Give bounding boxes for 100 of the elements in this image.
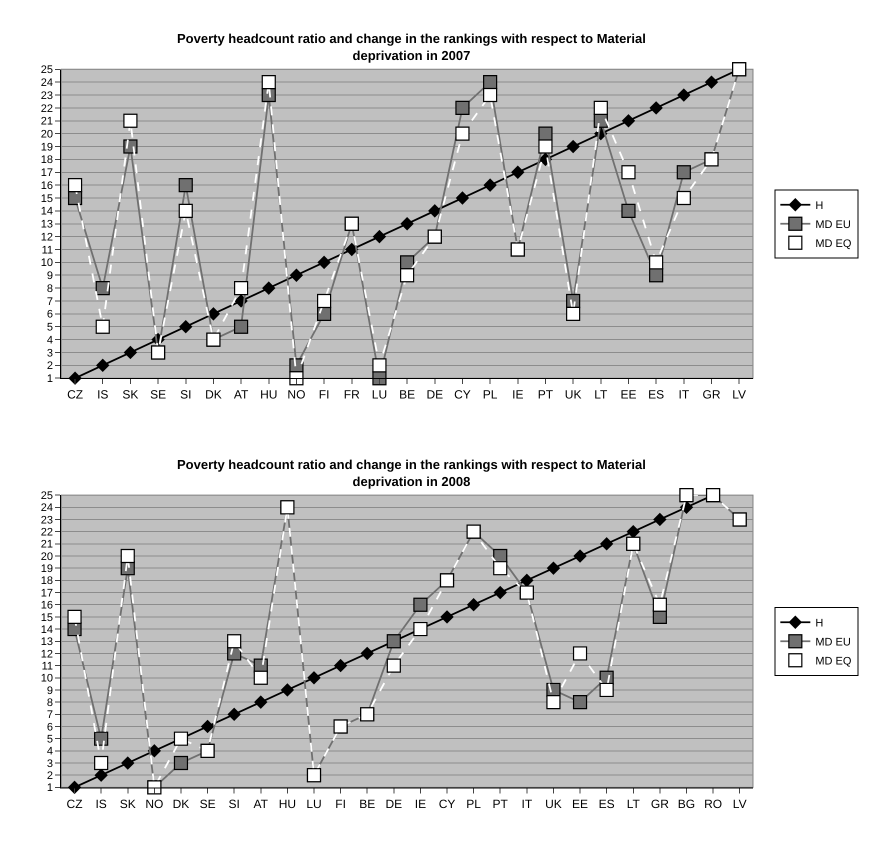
point: [386, 658, 401, 673]
y-tick-label: 7: [46, 709, 54, 722]
point: [621, 204, 636, 218]
x-tick-label: LT: [626, 796, 640, 811]
y-tick-label: 2: [46, 360, 54, 372]
y-tick-label: 15: [40, 192, 54, 205]
y-tick-label: 3: [46, 758, 54, 770]
y-tick-label: 20: [40, 128, 54, 140]
point: [234, 281, 248, 296]
x-tick-label: LU: [306, 796, 322, 811]
point: [566, 306, 580, 321]
x-tick-label: AT: [254, 796, 269, 811]
point: [400, 217, 414, 230]
point: [511, 166, 524, 179]
point: [494, 586, 507, 599]
y-tick-label: 25: [40, 64, 54, 76]
point: [483, 75, 498, 90]
y-tick-label: 9: [46, 270, 54, 282]
point: [484, 178, 497, 192]
x-tick-label: FI: [318, 388, 330, 402]
point: [705, 76, 718, 89]
y-tick-label: 25: [40, 490, 54, 502]
y-tick-label: 24: [40, 76, 54, 89]
point: [254, 696, 268, 709]
point: [574, 550, 586, 562]
point: [308, 671, 320, 684]
x-tick-label: HU: [260, 388, 278, 402]
point: [289, 371, 304, 386]
x-tick-label: IS: [95, 796, 107, 811]
x-tick-label: HU: [278, 796, 296, 811]
x-tick-label: UK: [545, 796, 562, 811]
x-tick-label: FI: [335, 796, 346, 811]
x-tick-label: CZ: [67, 388, 84, 402]
x-tick-label: GR: [650, 796, 670, 811]
point: [360, 646, 374, 660]
x-tick-label: BG: [678, 796, 696, 811]
point: [317, 294, 332, 308]
x-tick-label: SI: [228, 796, 240, 811]
point: [94, 756, 108, 770]
point: [677, 88, 690, 102]
point: [148, 744, 161, 758]
point: [413, 598, 428, 612]
point: [178, 178, 193, 192]
point: [428, 204, 442, 218]
point: [572, 646, 588, 661]
point: [621, 165, 636, 180]
point: [96, 320, 110, 334]
point: [650, 101, 663, 114]
x-tick-label: FR: [344, 388, 360, 402]
y-tick-label: 16: [40, 180, 54, 192]
y-tick-label: 5: [46, 734, 54, 746]
y-tick-label: 20: [40, 550, 54, 563]
x-tick-label: DK: [172, 796, 190, 811]
chart-title: Poverty headcount ratio and change in the rankings with respect to Material deprivation in 2007: [177, 31, 646, 63]
y-tick-label: 22: [40, 526, 54, 539]
point: [538, 126, 553, 141]
point: [280, 684, 294, 696]
y-tick-label: 1: [46, 782, 54, 794]
point: [334, 659, 348, 672]
point: [201, 720, 214, 733]
y-tick-label: 4: [46, 334, 54, 346]
point: [652, 598, 667, 612]
y-tick-label: 21: [40, 538, 54, 551]
x-tick-label: PL: [466, 796, 482, 811]
point: [676, 165, 691, 180]
legend-label: H: [815, 200, 824, 212]
x-tick-label: IE: [512, 388, 524, 402]
x-tick-label: SE: [200, 796, 216, 811]
y-tick-label: 17: [40, 167, 54, 180]
point: [174, 756, 188, 770]
point: [124, 346, 137, 359]
x-tick-label: RO: [704, 796, 722, 811]
x-tick-label: SE: [150, 388, 166, 402]
x-tick-label: CY: [438, 796, 456, 811]
y-tick-label: 19: [40, 563, 54, 576]
y-tick-label: 10: [40, 672, 54, 685]
y-tick-label: 7: [46, 296, 54, 308]
y-tick-label: 23: [40, 90, 54, 102]
point: [227, 634, 242, 648]
y-tick-label: 8: [46, 696, 54, 709]
x-tick-label: CZ: [66, 796, 83, 811]
y-tick-label: 18: [40, 575, 54, 588]
x-tick-label: EE: [572, 796, 588, 811]
y-tick-label: 16: [40, 600, 54, 612]
y-tick-label: 8: [46, 282, 54, 295]
point: [483, 88, 498, 102]
y-tick-label: 17: [40, 587, 54, 600]
point: [96, 358, 110, 372]
y-tick-label: 23: [40, 514, 54, 526]
x-tick-label: GR: [702, 388, 721, 402]
x-tick-label: SK: [120, 796, 136, 811]
x-tick-label: IT: [678, 388, 690, 402]
x-tick-label: IS: [97, 388, 108, 402]
x-tick-label: PL: [482, 388, 498, 402]
point: [467, 598, 480, 612]
point: [649, 268, 664, 282]
x-tick-label: SK: [122, 388, 138, 402]
y-tick-label: 14: [40, 206, 54, 218]
x-tick-label: LV: [732, 388, 746, 402]
point: [318, 256, 331, 269]
